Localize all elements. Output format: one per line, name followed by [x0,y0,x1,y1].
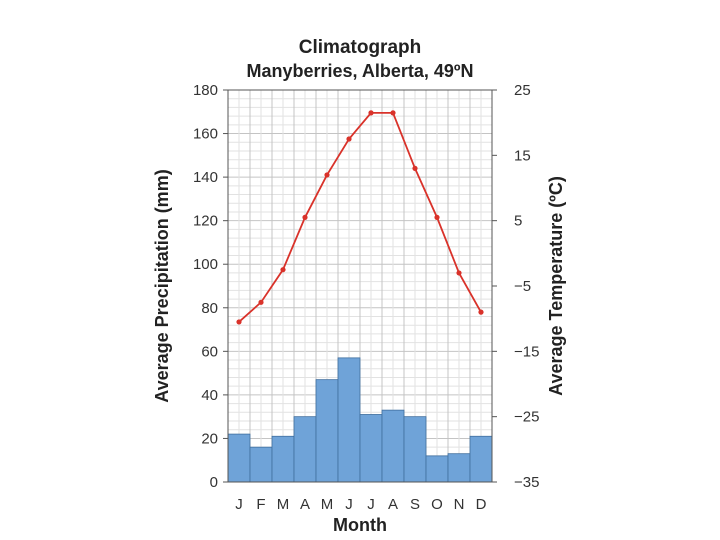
x-tick-label: A [300,496,310,513]
x-tick-label: M [321,496,334,513]
right-tick-label: 25 [514,82,531,99]
right-tick-label: −25 [514,409,539,426]
x-tick-label: F [256,496,265,513]
x-axis-label: Month [333,515,387,535]
left-tick-label: 60 [201,343,218,360]
x-tick-label: J [345,496,353,513]
left-tick-label: 120 [193,213,218,230]
precipitation-bar [227,433,251,483]
temperature-point [324,172,330,178]
left-tick-label: 100 [193,256,218,273]
temperature-point [280,267,286,273]
precipitation-bar [403,416,427,483]
temperature-point [236,319,242,325]
right-tick-label: 15 [514,147,531,164]
x-tick-label: J [367,496,375,513]
right-tick-label: −15 [514,343,539,360]
precipitation-bar [293,416,317,483]
left-tick-label: 40 [201,387,218,404]
temperature-point [456,270,462,276]
x-tick-label: J [235,496,243,513]
x-tick-label: M [277,496,290,513]
right-tick-label: 5 [514,213,522,230]
precipitation-bar [249,446,273,483]
x-tick-label: S [410,496,420,513]
temperature-point [302,214,308,220]
precipitation-bar [271,435,295,483]
precipitation-bar [337,357,361,483]
temperature-line-group [236,110,484,325]
x-tick-label: A [388,496,398,513]
precipitation-bar [359,414,383,483]
x-tick-label: O [431,496,443,513]
temperature-point [346,136,352,142]
temperature-point [478,309,484,315]
temperature-point [412,165,418,171]
x-tick-label: D [476,496,487,513]
temperature-point [434,214,440,220]
precipitation-bars [227,357,493,483]
right-tick-label: −35 [514,474,539,491]
left-tick-label: 80 [201,300,218,317]
precipitation-bar [469,435,493,483]
left-tick-label: 140 [193,169,218,186]
chart-title: Climatograph [299,37,421,58]
y-axis-label: Average Precipitation (mm) [152,169,172,402]
left-tick-label: 20 [201,430,218,447]
left-tick-label: 180 [193,82,218,99]
chart-subtitle: Manyberries, Alberta, 49ºN [247,61,474,81]
right-axis-ticks: −35 −25 −15 −5 5 15 25 [492,82,539,491]
left-axis-ticks: 0 20 40 60 80 100 120 140 160 180 [193,82,228,491]
precipitation-bar [447,453,471,483]
left-tick-label: 160 [193,126,218,143]
temperature-point [368,110,374,116]
temperature-point [390,110,396,116]
left-tick-label: 0 [210,474,218,491]
precipitation-bar [381,409,405,483]
temperature-line [238,111,482,323]
precipitation-bar [425,455,449,483]
precipitation-bar [315,379,339,483]
temperature-point [258,299,264,305]
right-tick-label: −5 [514,278,531,295]
x-tick-label: N [454,496,465,513]
y2-axis-label: Average Temperature (ºC) [546,176,566,396]
